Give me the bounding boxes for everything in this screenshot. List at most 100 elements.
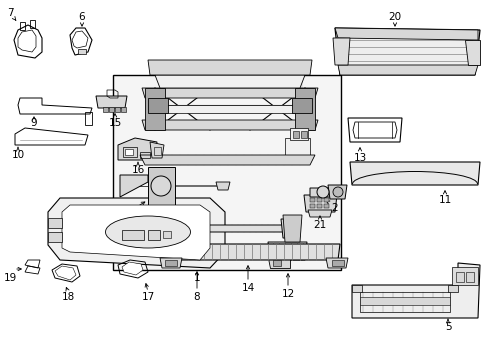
Bar [148, 230, 160, 240]
Circle shape [332, 187, 342, 197]
Text: 13: 13 [353, 153, 366, 163]
Polygon shape [120, 175, 148, 197]
Polygon shape [142, 88, 317, 98]
Text: 3: 3 [196, 243, 203, 253]
Bar [163, 231, 171, 238]
Polygon shape [48, 232, 62, 242]
Bar [359, 297, 449, 305]
Text: 6: 6 [79, 12, 85, 22]
Bar [455, 272, 463, 282]
Polygon shape [334, 28, 479, 75]
Bar [301, 131, 306, 138]
Polygon shape [351, 285, 361, 292]
Bar [309, 198, 314, 202]
Bar [121, 107, 126, 112]
Bar [140, 152, 150, 158]
Circle shape [316, 186, 328, 198]
Polygon shape [72, 31, 88, 48]
Polygon shape [48, 198, 224, 268]
Polygon shape [142, 120, 317, 130]
Bar [154, 147, 161, 155]
Polygon shape [267, 258, 289, 268]
Polygon shape [55, 266, 76, 280]
Polygon shape [294, 88, 314, 130]
Polygon shape [447, 285, 457, 292]
Text: 21: 21 [313, 220, 326, 230]
Bar [122, 230, 143, 240]
Polygon shape [289, 128, 307, 140]
Bar [109, 107, 114, 112]
Bar [359, 292, 449, 312]
Polygon shape [337, 65, 477, 75]
Bar [451, 267, 477, 285]
Text: 8: 8 [193, 292, 200, 302]
Text: 17: 17 [141, 292, 154, 302]
Bar [103, 107, 108, 112]
Bar [78, 49, 86, 54]
Polygon shape [148, 167, 175, 205]
Polygon shape [150, 142, 163, 158]
Bar [272, 260, 281, 266]
Text: 12: 12 [281, 289, 294, 299]
Polygon shape [334, 28, 477, 40]
Bar [465, 272, 473, 282]
Polygon shape [155, 75, 305, 88]
Text: 4: 4 [126, 208, 133, 218]
Text: 10: 10 [11, 150, 24, 160]
Text: 14: 14 [241, 283, 254, 293]
Text: 16: 16 [131, 165, 144, 175]
Polygon shape [18, 30, 36, 52]
Polygon shape [164, 105, 294, 113]
Text: 1: 1 [193, 273, 200, 283]
Polygon shape [283, 215, 302, 242]
Text: 20: 20 [387, 12, 401, 22]
Polygon shape [291, 98, 311, 113]
Polygon shape [122, 262, 142, 275]
Text: 5: 5 [444, 322, 450, 332]
Circle shape [151, 176, 171, 196]
Bar [123, 147, 137, 157]
Polygon shape [307, 210, 331, 217]
Bar [309, 204, 314, 208]
Bar [292, 131, 298, 138]
Text: 18: 18 [61, 292, 75, 302]
Polygon shape [281, 219, 297, 238]
Bar [331, 260, 343, 266]
Bar [324, 198, 328, 202]
Polygon shape [267, 242, 306, 260]
Polygon shape [349, 162, 479, 185]
Polygon shape [118, 138, 157, 160]
Bar [113, 75, 340, 270]
Bar [316, 204, 321, 208]
Polygon shape [142, 225, 286, 232]
Bar [324, 204, 328, 208]
Polygon shape [145, 88, 164, 130]
Polygon shape [304, 195, 336, 212]
Polygon shape [148, 60, 311, 75]
Polygon shape [96, 96, 127, 108]
Text: 2: 2 [331, 203, 338, 213]
Text: 11: 11 [437, 195, 451, 205]
Polygon shape [309, 188, 331, 197]
Polygon shape [327, 185, 346, 199]
Polygon shape [216, 182, 229, 190]
Polygon shape [148, 98, 168, 113]
Bar [316, 198, 321, 202]
Text: 19: 19 [3, 273, 17, 283]
Polygon shape [62, 205, 209, 260]
Text: 9: 9 [31, 118, 37, 128]
Text: 15: 15 [108, 118, 122, 128]
Polygon shape [464, 40, 479, 65]
Polygon shape [351, 263, 479, 318]
Polygon shape [160, 258, 182, 268]
Bar [164, 260, 177, 266]
Bar [115, 107, 120, 112]
Text: 7: 7 [7, 8, 13, 18]
Polygon shape [48, 218, 62, 228]
Polygon shape [165, 244, 339, 260]
Polygon shape [140, 155, 314, 165]
Polygon shape [285, 138, 309, 155]
Polygon shape [332, 38, 349, 65]
Ellipse shape [105, 216, 190, 248]
Polygon shape [325, 258, 347, 268]
